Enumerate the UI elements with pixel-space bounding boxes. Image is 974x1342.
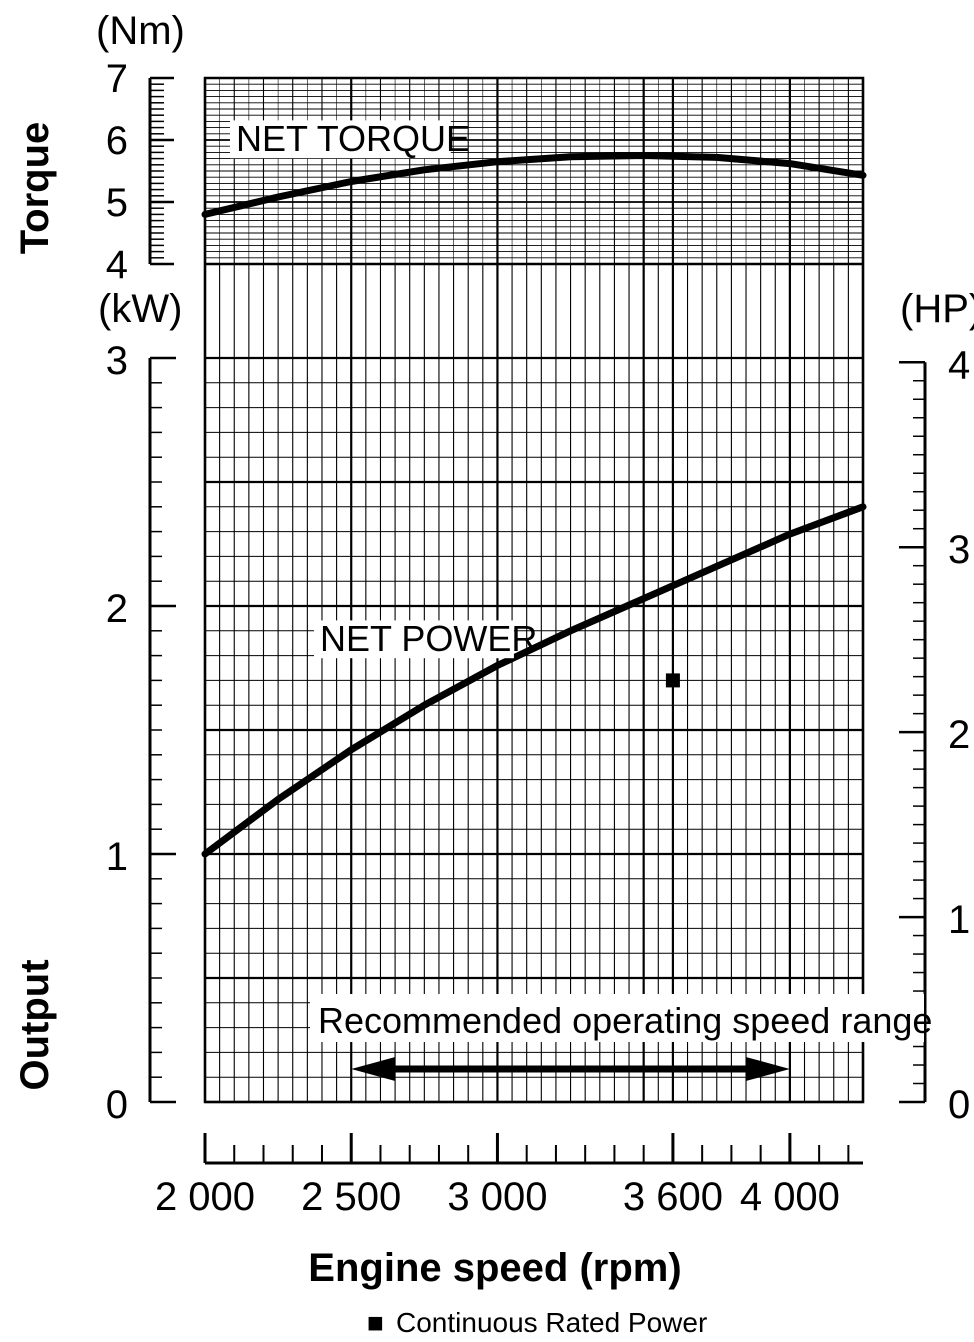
range-label-bg [310,994,924,1042]
series [201,152,867,858]
hp-tick-label: 4 [948,343,970,387]
torque-tick-label: 5 [106,181,128,225]
net-torque-label-bg [230,120,451,159]
torque-tick-label: 7 [106,57,128,101]
annotations: NET TORQUE NET POWER Recommended operating… [230,118,932,1081]
kw-tick-label: 1 [106,835,128,879]
torque-tick-label: 6 [106,119,128,163]
x-tick-label: 2 500 [301,1175,401,1219]
kw-tick-label: 2 [106,587,128,631]
grid [203,76,865,1104]
net-power-label: NET POWER [320,618,537,659]
hp-tick-label: 1 [948,898,970,942]
hp-tick-label: 0 [948,1083,970,1127]
x-axis-title: Engine speed (rpm) [308,1246,681,1290]
hp-tick-label: 2 [948,713,970,757]
net-torque-line [201,152,867,218]
output-axis-label: Output [13,959,57,1090]
kw-unit-label: (kW) [98,287,182,331]
net-power-line [201,503,867,858]
torque-tick-label: 4 [106,243,128,287]
axes: 4 5 6 7 0 1 2 3 0 1 2 3 4 2 000 2 500 3 000 3 600 4 000 [106,57,971,1219]
kw-tick-label: 0 [106,1083,128,1127]
range-label: Recommended operating speed range [318,1000,932,1041]
net-torque-label: NET TORQUE [236,118,470,159]
x-tick-label: 3 000 [447,1175,547,1219]
torque-unit-label: (Nm) [96,9,185,53]
x-tick-label: 2 000 [155,1175,255,1219]
x-tick-label: 4 000 [740,1175,840,1219]
hp-tick-label: 3 [948,528,970,572]
range-arrow-left-head [351,1057,396,1081]
plot-frame [203,76,865,1104]
range-arrow-right-head [745,1057,790,1081]
kw-tick-label: 3 [106,339,128,383]
legend-label: Continuous Rated Power [396,1307,707,1338]
x-tick-label: 3 600 [623,1175,723,1219]
net-power-label-bg [314,620,514,659]
hp-unit-label: (HP) [900,287,974,331]
torque-axis-label: Torque [13,122,57,255]
legend-symbol: ■ [367,1307,384,1338]
continuous-rated-power-marker [665,673,680,688]
